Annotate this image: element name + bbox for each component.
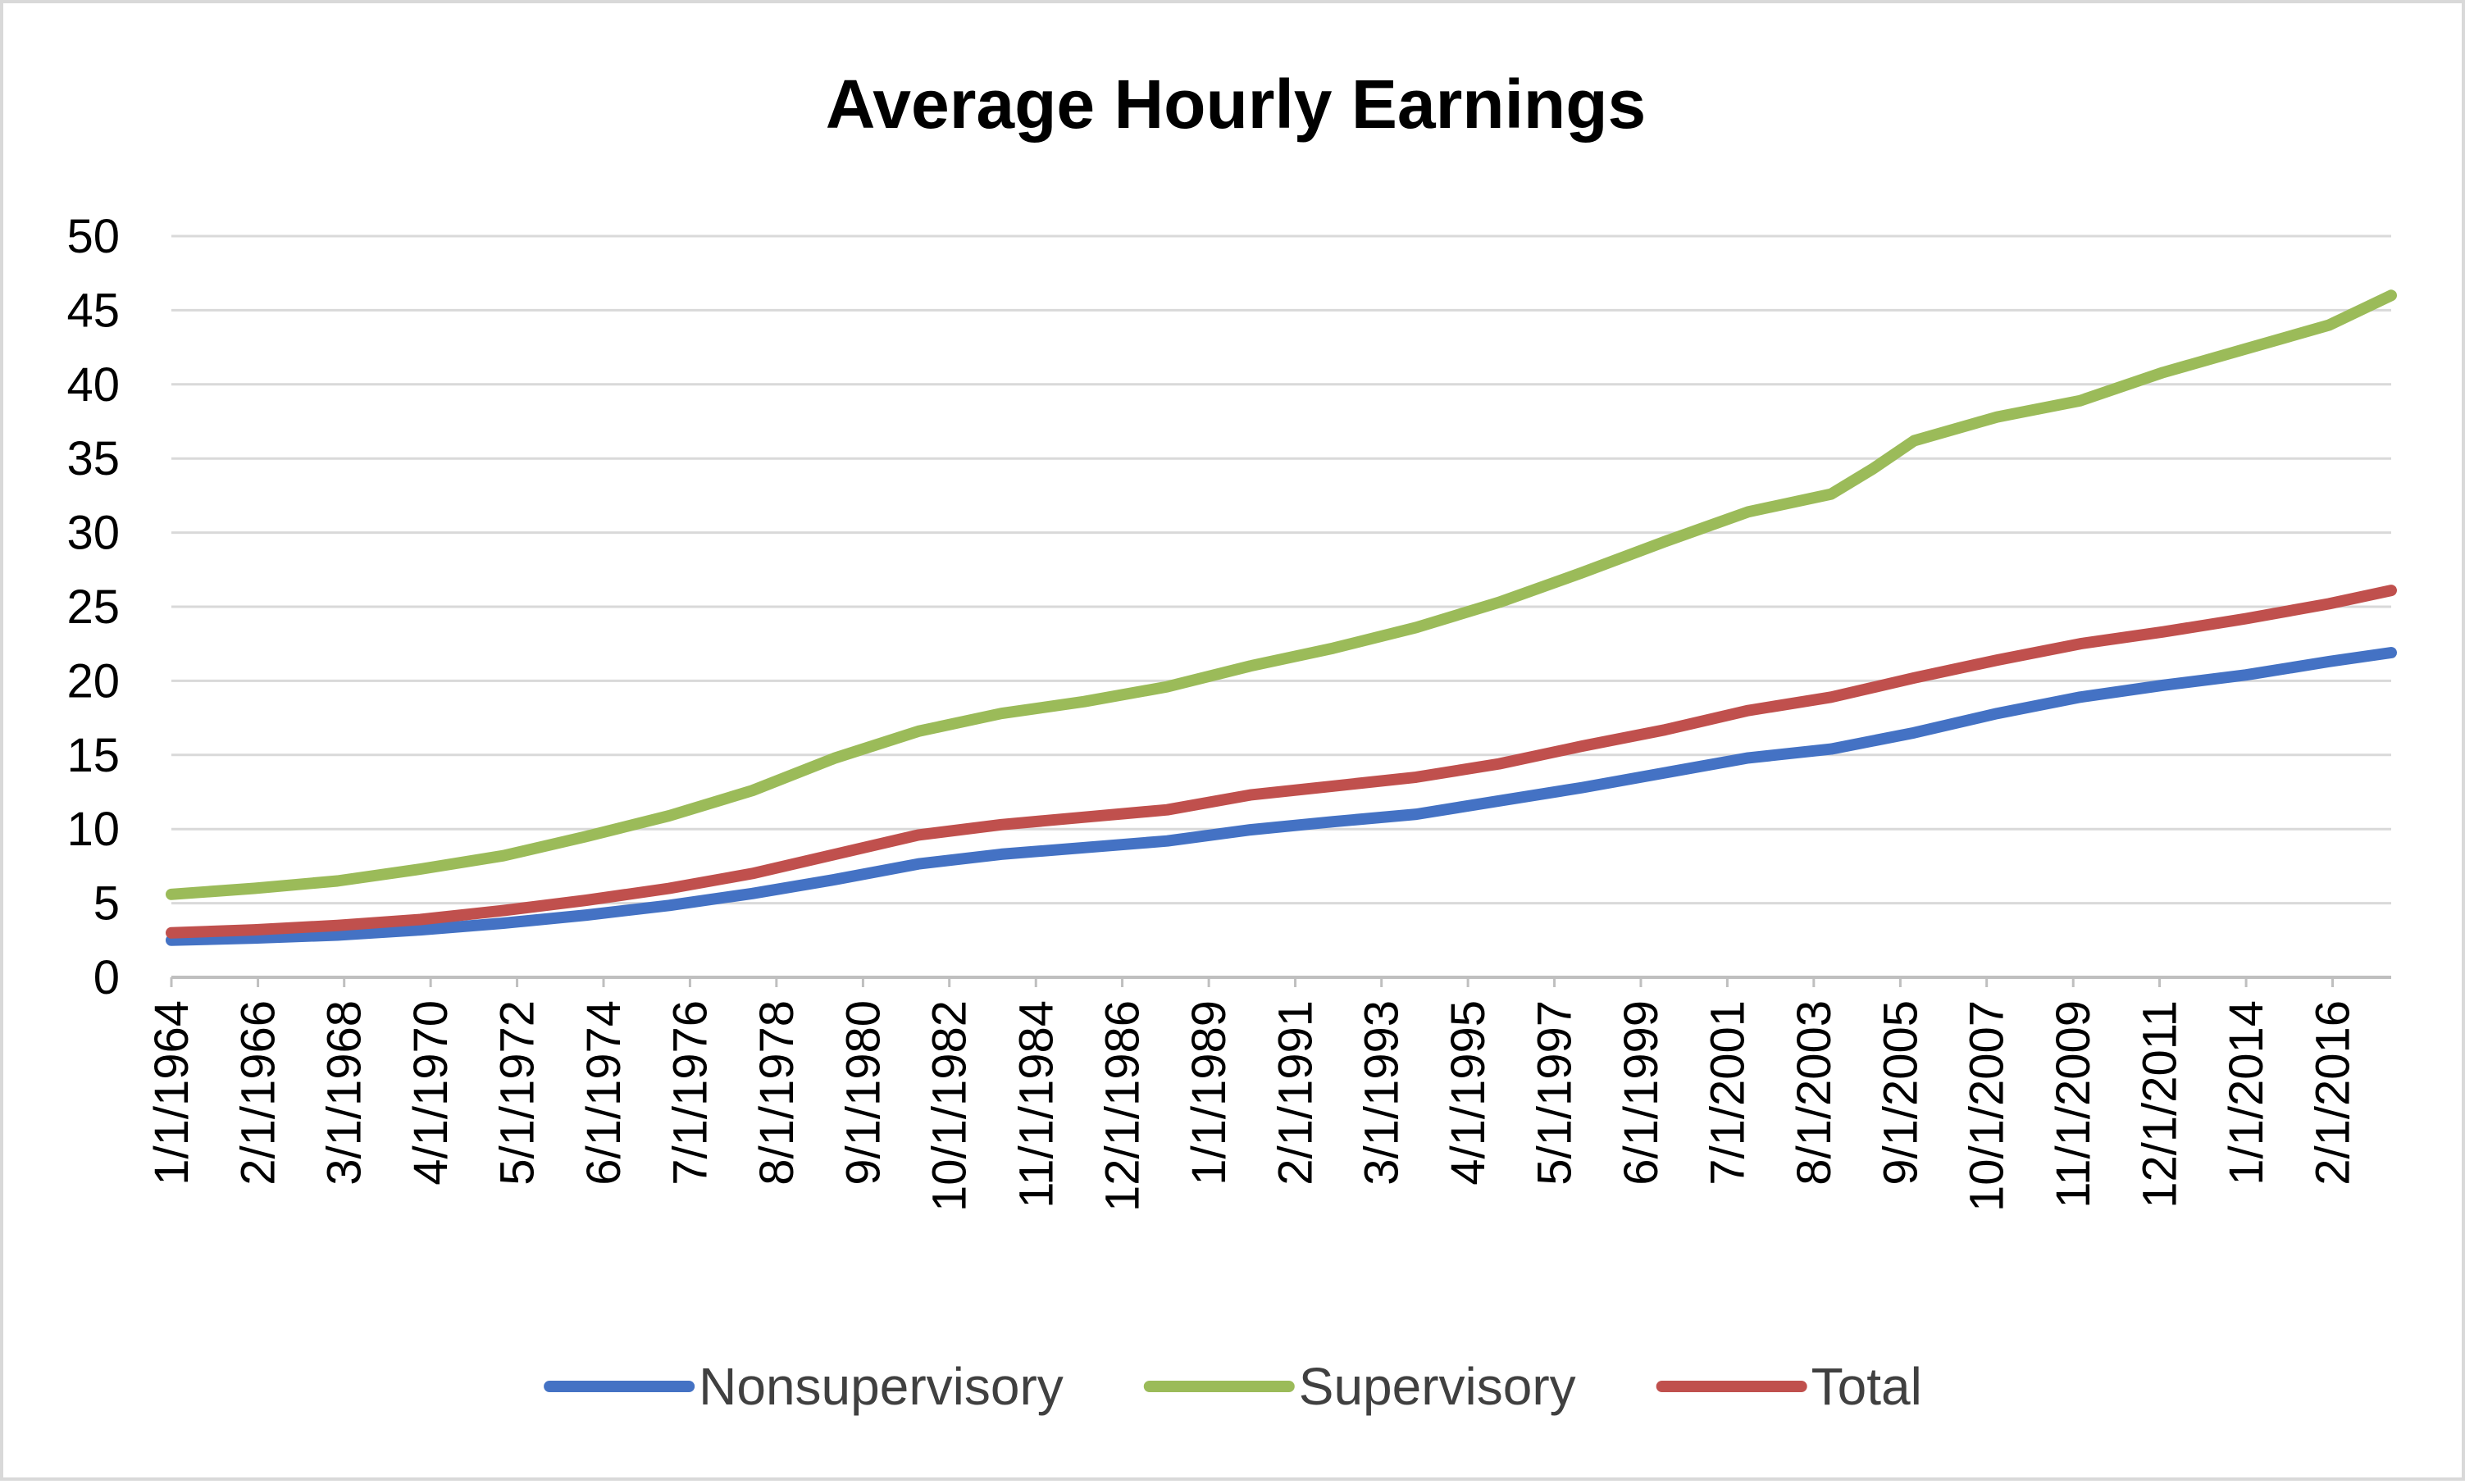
x-tick-label: 8/1/2003 <box>1788 1000 1841 1186</box>
y-axis-ticks: 0 5 10 15 20 25 30 35 40 45 50 <box>66 210 120 1004</box>
x-tick-label: 5/1/1972 <box>491 1000 544 1186</box>
x-tick-label: 9/1/2005 <box>1874 1000 1927 1186</box>
series-line-total <box>166 585 2397 939</box>
x-axis-ticks: 1/1/1964 2/1/1966 3/1/1968 4/1/1970 5/1/1972… <box>145 977 2360 1212</box>
y-tick-label: 40 <box>66 358 120 412</box>
x-tick-label: 8/1/1978 <box>750 1000 804 1186</box>
x-tick-label: 12/1/1986 <box>1096 1000 1150 1212</box>
x-tick-label: 9/1/1980 <box>836 1000 890 1186</box>
line-chart: Average Hourly Earnings 0 5 10 15 20 25 30 35 40… <box>66 66 2397 1416</box>
y-tick-label: 45 <box>66 284 120 337</box>
series-lines <box>166 289 2397 946</box>
y-tick-label: 35 <box>66 432 120 485</box>
x-tick-label: 10/1/2007 <box>1961 1000 2014 1212</box>
y-tick-label: 20 <box>66 654 120 708</box>
x-tick-label: 10/1/1982 <box>923 1000 977 1212</box>
x-tick-label: 1/1/2014 <box>2220 1000 2273 1186</box>
legend: Nonsupervisory Supervisory Total <box>544 1357 1922 1416</box>
legend-label: Total <box>1811 1357 1922 1416</box>
series-line-nonsupervisory <box>166 647 2397 946</box>
x-tick-label: 11/1/2009 <box>2047 1000 2100 1209</box>
x-tick-label: 7/1/1976 <box>663 1000 717 1186</box>
x-tick-label: 4/1/1970 <box>404 1000 458 1186</box>
x-tick-label: 2/1/2016 <box>2307 1000 2360 1186</box>
x-tick-label: 12/1/2011 <box>2134 1000 2187 1209</box>
x-tick-label: 2/1/1966 <box>232 1000 285 1186</box>
chart-title: Average Hourly Earnings <box>826 66 1647 143</box>
y-tick-label: 5 <box>93 877 120 931</box>
y-tick-label: 25 <box>66 580 120 634</box>
legend-item-supervisory: Supervisory <box>1143 1357 1576 1416</box>
legend-item-total: Total <box>1656 1357 1922 1416</box>
x-tick-label: 4/1/1995 <box>1442 1000 1495 1186</box>
x-tick-label: 5/1/1997 <box>1529 1000 1582 1186</box>
x-tick-label: 7/1/2001 <box>1701 1000 1754 1186</box>
gridlines <box>171 234 2391 979</box>
y-tick-label: 15 <box>66 729 120 782</box>
x-tick-label: 6/1/1974 <box>577 1000 631 1186</box>
x-tick-label: 3/1/1968 <box>318 1000 371 1186</box>
x-tick-label: 11/1/1984 <box>1009 1000 1063 1209</box>
legend-item-nonsupervisory: Nonsupervisory <box>544 1357 1064 1416</box>
x-tick-label: 1/1/1964 <box>145 1000 198 1186</box>
y-tick-label: 0 <box>93 951 120 1004</box>
x-tick-label: 6/1/1999 <box>1615 1000 1668 1186</box>
series-line-supervisory <box>166 289 2397 900</box>
legend-label: Nonsupervisory <box>699 1357 1064 1416</box>
y-tick-label: 50 <box>66 210 120 263</box>
y-tick-label: 30 <box>66 507 120 560</box>
x-tick-label: 2/1/1991 <box>1269 1000 1323 1186</box>
x-tick-label: 1/1/1989 <box>1182 1000 1236 1186</box>
legend-label: Supervisory <box>1299 1357 1576 1416</box>
x-tick-label: 3/1/1993 <box>1356 1000 1409 1186</box>
y-tick-label: 10 <box>66 803 120 856</box>
